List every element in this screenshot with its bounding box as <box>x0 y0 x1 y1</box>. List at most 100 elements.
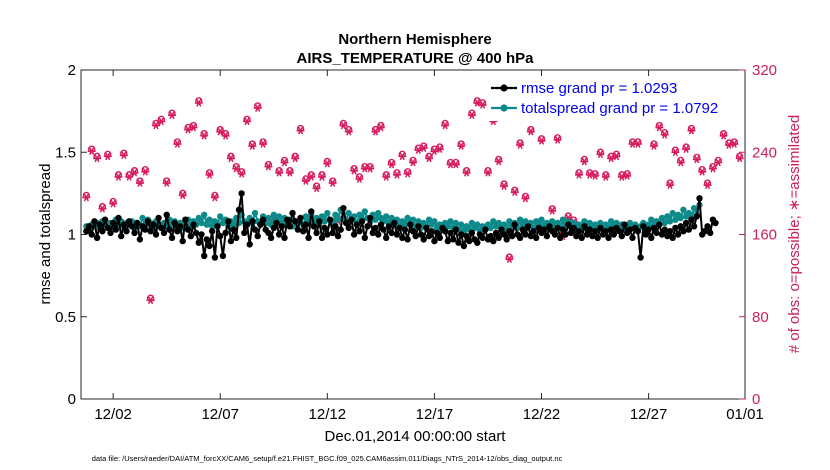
rmse-point <box>436 234 443 241</box>
rmse-point <box>383 234 390 241</box>
totalspread-point <box>645 221 652 228</box>
rmse-point <box>118 232 125 240</box>
obs-assimilated-marker <box>708 164 717 173</box>
rmse-point <box>431 237 438 245</box>
rmse-point <box>441 228 449 235</box>
axis-ticks: 12/02 12/07 12/12 12/17 12/22 12/27 01/0100.51… <box>55 62 777 423</box>
rmse-point <box>361 234 368 241</box>
obs-star-stroke <box>651 142 657 150</box>
obs-star-stroke <box>287 168 293 177</box>
observation-count-markers <box>82 97 744 305</box>
obs-assimilated-marker <box>350 166 359 175</box>
rmse-point <box>712 219 719 227</box>
obs-star-stroke <box>421 144 427 152</box>
obs-star-stroke <box>217 127 223 136</box>
chart-title: Northern Hemisphere <box>338 31 491 48</box>
rmse-point <box>500 231 508 238</box>
obs-assimilated-marker <box>226 154 235 163</box>
rmse-point <box>404 236 411 243</box>
obs-star-stroke <box>479 101 486 109</box>
y-tick-label: 1.5 <box>55 144 76 161</box>
totalspread-point <box>409 216 417 223</box>
obs-assimilated-marker <box>307 173 316 181</box>
totalspread-point <box>522 218 529 225</box>
rmse-point <box>674 231 682 238</box>
obs-assimilated-marker <box>243 117 251 126</box>
obs-star-stroke <box>238 170 245 178</box>
rmse-point <box>466 237 473 245</box>
obs-star-stroke <box>340 121 347 130</box>
obs-assimilated-marker <box>253 104 262 112</box>
y2-tick-label: 320 <box>752 62 777 79</box>
rmse-point <box>524 223 532 230</box>
rmse-point <box>190 221 197 228</box>
rmse-point <box>498 226 505 233</box>
obs-star-stroke <box>522 194 529 203</box>
rmse-point <box>640 223 647 230</box>
obs-star-stroke <box>629 140 636 148</box>
rmse-point <box>332 223 339 230</box>
obs-star-stroke <box>206 171 213 179</box>
obs-star-stroke <box>662 130 668 139</box>
rmse-point <box>348 216 355 223</box>
y-axis-label: rmse and totalspread <box>37 164 54 305</box>
rmse-point <box>648 234 655 241</box>
rmse-point <box>217 232 224 240</box>
obs-star-stroke <box>83 193 90 202</box>
obs-assimilated-marker <box>103 152 112 161</box>
rmse-point <box>565 221 572 228</box>
rmse-point <box>88 231 95 238</box>
obs-assimilated-marker <box>414 146 423 155</box>
rmse-point <box>672 224 679 232</box>
obs-star-stroke <box>501 182 507 191</box>
totalspread-point <box>388 214 395 222</box>
totalspread-point <box>586 219 593 227</box>
rmse-point <box>452 226 459 233</box>
rmse-point <box>83 228 90 235</box>
obs-star-stroke <box>437 145 443 154</box>
obs-assimilated-marker <box>655 123 664 132</box>
totalspread-point <box>490 218 497 225</box>
rmse-point <box>693 213 700 220</box>
obs-assimilated-marker <box>666 181 675 189</box>
rmse-point <box>618 232 625 240</box>
obs-assimilated-marker <box>184 125 193 134</box>
totalspread-point <box>680 206 687 213</box>
obs-assimilated-marker <box>344 127 353 136</box>
obs-star-stroke <box>169 111 175 120</box>
obs-star-stroke <box>549 207 555 215</box>
totalspread-point <box>495 219 502 227</box>
legend-totalspread-marker <box>500 104 508 112</box>
obs-assimilated-marker <box>649 142 658 150</box>
totalspread-point <box>383 213 390 220</box>
obs-assimilated-marker <box>376 123 385 132</box>
rmse-point <box>527 232 534 240</box>
rmse-point <box>407 221 414 228</box>
obs-star-stroke <box>619 173 625 181</box>
obs-assimilated-marker <box>451 160 460 169</box>
obs-assimilated-marker <box>510 188 519 197</box>
obs-assimilated-marker <box>141 167 150 176</box>
obs-assimilated-marker <box>98 204 107 213</box>
rmse-point <box>109 219 117 227</box>
rmse-point <box>174 228 181 235</box>
obs-star-stroke <box>517 141 523 149</box>
rmse-point <box>557 234 564 241</box>
obs-assimilated-marker <box>607 154 616 163</box>
totalspread-point <box>404 214 411 222</box>
rmse-point <box>313 229 320 237</box>
obs-star-stroke <box>694 155 700 164</box>
totalspread-point <box>554 219 561 227</box>
rmse-point <box>267 234 275 241</box>
obs-star-stroke <box>469 111 475 120</box>
rmse-point <box>616 228 623 235</box>
rmse-point <box>570 224 577 232</box>
rmse-point <box>101 216 109 223</box>
obs-assimilated-marker <box>457 142 466 150</box>
rmse-point <box>701 228 708 235</box>
rmse-point <box>249 218 256 225</box>
x-axis-label: Dec.01,2014 00:00:00 start <box>325 428 507 445</box>
rmse-point <box>597 224 604 232</box>
obs-star-stroke <box>710 164 716 173</box>
rmse-point <box>586 226 593 233</box>
